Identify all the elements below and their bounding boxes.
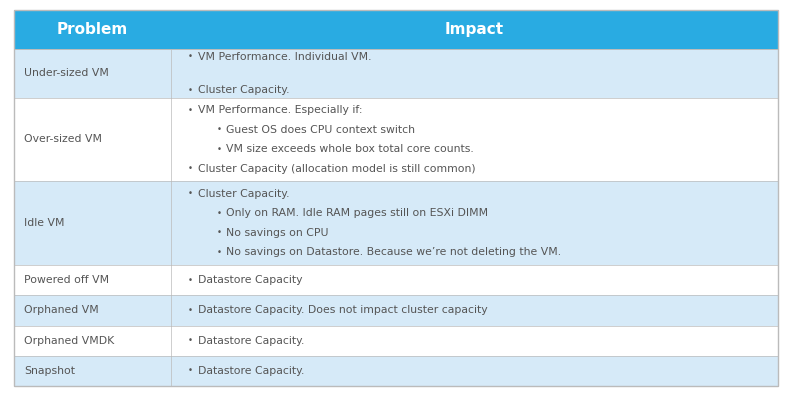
Text: •: • — [188, 164, 193, 173]
Text: •: • — [188, 189, 193, 198]
Text: Powered off VM: Powered off VM — [24, 275, 109, 285]
Text: No savings on Datastore. Because we’re not deleting the VM.: No savings on Datastore. Because we’re n… — [227, 248, 562, 257]
Text: •: • — [188, 306, 193, 315]
FancyBboxPatch shape — [14, 97, 778, 181]
Text: VM Performance. Especially if:: VM Performance. Especially if: — [199, 105, 363, 115]
Text: Datastore Capacity.: Datastore Capacity. — [199, 366, 305, 376]
Text: •: • — [188, 86, 193, 95]
Text: Only on RAM. Idle RAM pages still on ESXi DIMM: Only on RAM. Idle RAM pages still on ESX… — [227, 208, 489, 218]
Text: •: • — [188, 276, 193, 285]
Text: No savings on CPU: No savings on CPU — [227, 228, 329, 238]
Text: VM Performance. Individual VM.: VM Performance. Individual VM. — [199, 51, 372, 62]
FancyBboxPatch shape — [14, 10, 778, 50]
Text: Orphaned VMDK: Orphaned VMDK — [24, 336, 114, 346]
Text: Impact: Impact — [444, 22, 504, 37]
Text: •: • — [188, 366, 193, 375]
Text: Cluster Capacity.: Cluster Capacity. — [199, 85, 290, 95]
Text: Datastore Capacity: Datastore Capacity — [199, 275, 303, 285]
Text: •: • — [217, 228, 222, 237]
Text: Snapshot: Snapshot — [24, 366, 74, 376]
Text: Under-sized VM: Under-sized VM — [24, 69, 109, 78]
FancyBboxPatch shape — [14, 181, 778, 265]
Text: Cluster Capacity.: Cluster Capacity. — [199, 189, 290, 199]
Text: •: • — [188, 336, 193, 345]
Text: •: • — [217, 209, 222, 218]
Text: •: • — [217, 145, 222, 154]
Text: •: • — [188, 106, 193, 114]
Text: •: • — [217, 248, 222, 257]
Text: Problem: Problem — [57, 22, 128, 37]
FancyBboxPatch shape — [14, 326, 778, 356]
Text: Idle VM: Idle VM — [24, 218, 64, 228]
Text: Guest OS does CPU context switch: Guest OS does CPU context switch — [227, 125, 415, 135]
Text: VM size exceeds whole box total core counts.: VM size exceeds whole box total core cou… — [227, 144, 474, 154]
FancyBboxPatch shape — [14, 356, 778, 386]
FancyBboxPatch shape — [14, 50, 778, 97]
FancyBboxPatch shape — [14, 295, 778, 326]
Text: Orphaned VM: Orphaned VM — [24, 305, 98, 315]
Text: Datastore Capacity. Does not impact cluster capacity: Datastore Capacity. Does not impact clus… — [199, 305, 488, 315]
Text: •: • — [188, 52, 193, 61]
Text: •: • — [217, 125, 222, 134]
Text: Datastore Capacity.: Datastore Capacity. — [199, 336, 305, 346]
Text: Cluster Capacity (allocation model is still common): Cluster Capacity (allocation model is st… — [199, 164, 476, 174]
FancyBboxPatch shape — [14, 265, 778, 295]
Text: Over-sized VM: Over-sized VM — [24, 134, 101, 145]
